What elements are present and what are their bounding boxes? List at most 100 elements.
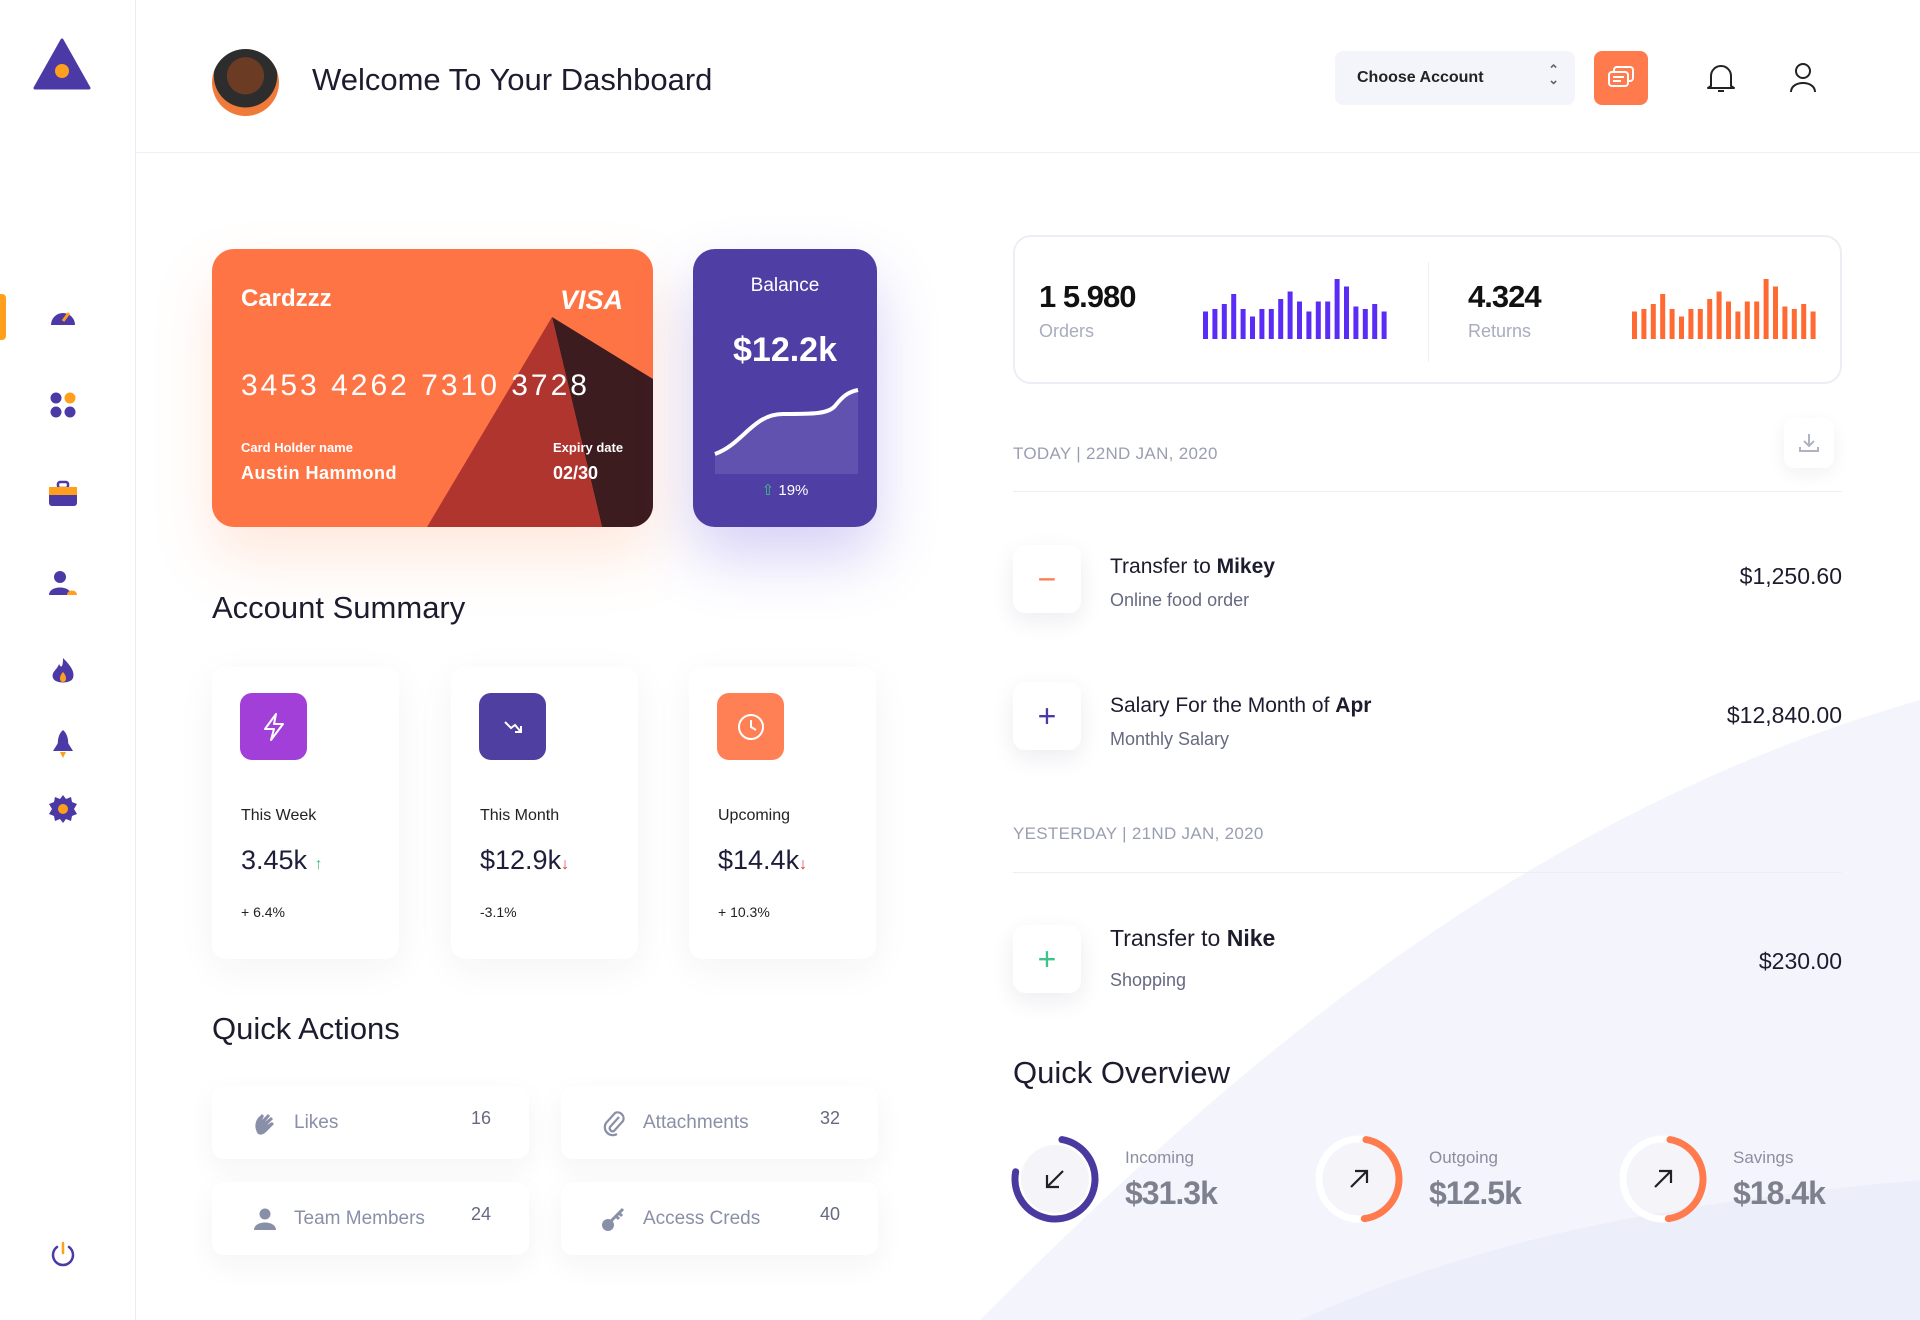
account-select[interactable]: Choose Account ⌃ ⌄ — [1335, 51, 1575, 105]
quick-action-team-members[interactable]: Team Members 24 — [212, 1182, 529, 1255]
quick-action-likes[interactable]: Likes 16 — [212, 1086, 529, 1159]
user-icon[interactable] — [1789, 62, 1817, 94]
avatar[interactable] — [212, 49, 279, 116]
quick-action-label: Likes — [294, 1111, 339, 1133]
active-indicator — [0, 294, 6, 340]
dashboard-icon[interactable] — [48, 302, 78, 332]
quick-action-label: Team Members — [294, 1207, 425, 1229]
bar — [1372, 304, 1378, 339]
transaction-title-name: Mikey — [1216, 555, 1275, 578]
bell-icon[interactable] — [1706, 62, 1736, 94]
bar — [1632, 311, 1637, 339]
transaction-title: Salary For the Month of Apr — [1110, 694, 1371, 718]
quick-action-count: 16 — [470, 1108, 491, 1128]
transaction-title-name: Nike — [1226, 925, 1276, 951]
divider — [1013, 872, 1842, 873]
transaction-title-name: Apr — [1335, 694, 1372, 717]
bar — [1641, 309, 1647, 339]
summary-card-this-week[interactable]: This Week 3.45k ↑ + 6.4% — [212, 667, 399, 959]
bar — [1221, 304, 1227, 339]
bar — [1679, 316, 1684, 339]
today-label: TODAY | 22ND JAN, 2020 — [1013, 444, 1218, 463]
stats-panel: 1 5.980 Orders 4.324 Returns — [1013, 235, 1842, 384]
plus-icon: + — [1013, 925, 1081, 993]
bar — [1287, 291, 1293, 339]
card-holder-label: Card Holder name — [241, 440, 353, 455]
bar — [1250, 316, 1255, 339]
incoming-progress-ring[interactable] — [1011, 1135, 1099, 1223]
summary-value: $14.4k↓ — [718, 845, 807, 876]
briefcase-icon[interactable] — [48, 479, 78, 509]
yesterday-label: YESTERDAY | 21ND JAN, 2020 — [1013, 824, 1264, 843]
overview-value: $31.3k — [1125, 1175, 1218, 1211]
bar — [1669, 309, 1675, 339]
quick-action-count: 24 — [470, 1204, 491, 1224]
bar — [1810, 311, 1816, 339]
arrow-down-icon: ↓ — [799, 856, 808, 873]
bar — [1735, 311, 1741, 339]
bar — [1353, 306, 1359, 339]
arrow-up-icon: ⇧ — [761, 482, 775, 499]
orders-label: Orders — [1039, 321, 1095, 341]
balance-card[interactable]: Balance $12.2k ⇧ 19% — [693, 249, 877, 527]
bar — [1334, 279, 1340, 339]
minus-icon: − — [1013, 545, 1081, 613]
card-holder: Austin Hammond — [241, 463, 398, 483]
settings-icon[interactable] — [48, 794, 78, 824]
transaction-subtitle: Monthly Salary — [1110, 729, 1230, 749]
fire-icon[interactable] — [48, 656, 78, 686]
summary-card-this-month[interactable]: This Month $12.9k↓ -3.1% — [451, 667, 638, 959]
bar — [1306, 311, 1312, 339]
savings-progress-ring[interactable] — [1619, 1135, 1707, 1223]
sidebar — [0, 0, 136, 1320]
quick-action-label: Access Creds — [643, 1207, 761, 1229]
overview-value: $18.4k — [1733, 1175, 1826, 1211]
bar — [1773, 286, 1778, 339]
arrow-up-icon: ↑ — [314, 856, 323, 873]
orders-bar-chart — [1203, 279, 1387, 339]
bar — [1726, 301, 1731, 339]
users-icon[interactable] — [48, 568, 78, 598]
clap-icon — [250, 1110, 280, 1136]
arrow-up-right-icon — [1350, 1169, 1369, 1188]
returns-value: 4.324 — [1468, 279, 1542, 314]
page-title: Welcome To Your Dashboard — [312, 62, 713, 97]
divider — [1013, 491, 1842, 492]
summary-card-upcoming[interactable]: Upcoming $14.4k↓ + 10.3% — [689, 667, 876, 959]
bar — [1801, 304, 1807, 339]
arrow-down-icon: ↓ — [561, 856, 570, 873]
transaction-title-prefix: Transfer to — [1110, 555, 1217, 578]
balance-label: Balance — [750, 275, 820, 296]
returns-label: Returns — [1468, 321, 1532, 341]
arrow-up-right-icon — [1654, 1169, 1673, 1188]
paperclip-icon — [599, 1109, 629, 1137]
balance-change-value: 19% — [778, 482, 809, 499]
summary-label: Upcoming — [718, 807, 791, 824]
bar — [1240, 309, 1246, 339]
bar — [1344, 286, 1349, 339]
quick-action-count: 40 — [819, 1204, 840, 1224]
credit-card[interactable]: Cardzzz VISA 3453 4262 7310 3728 Card Ho… — [212, 249, 653, 527]
quick-action-attachments[interactable]: Attachments 32 — [561, 1086, 878, 1159]
messages-button[interactable] — [1594, 51, 1648, 105]
apps-icon[interactable] — [48, 390, 78, 420]
bar — [1744, 301, 1750, 339]
bar — [1325, 301, 1331, 339]
quick-action-access-creds[interactable]: Access Creds 40 — [561, 1182, 878, 1255]
transaction-subtitle: Online food order — [1110, 590, 1250, 610]
bar — [1791, 309, 1797, 339]
rocket-icon[interactable] — [48, 729, 78, 759]
overview-label: Outgoing — [1429, 1148, 1498, 1167]
orders-value: 1 5.980 — [1039, 279, 1136, 314]
power-icon[interactable] — [48, 1239, 78, 1269]
arrow-down-left-icon — [1045, 1170, 1064, 1189]
outgoing-progress-ring[interactable] — [1315, 1135, 1403, 1223]
summary-change: -3.1% — [480, 904, 517, 920]
balance-change: ⇧ 19% — [693, 481, 877, 499]
key-icon — [599, 1206, 629, 1232]
transaction-title: Transfer to Nike — [1110, 925, 1275, 952]
summary-value-text: 3.45k — [241, 845, 308, 875]
download-button[interactable] — [1784, 418, 1834, 468]
chevron-updown-icon: ⌃ ⌄ — [1548, 62, 1559, 87]
trend-down-icon — [479, 693, 546, 760]
